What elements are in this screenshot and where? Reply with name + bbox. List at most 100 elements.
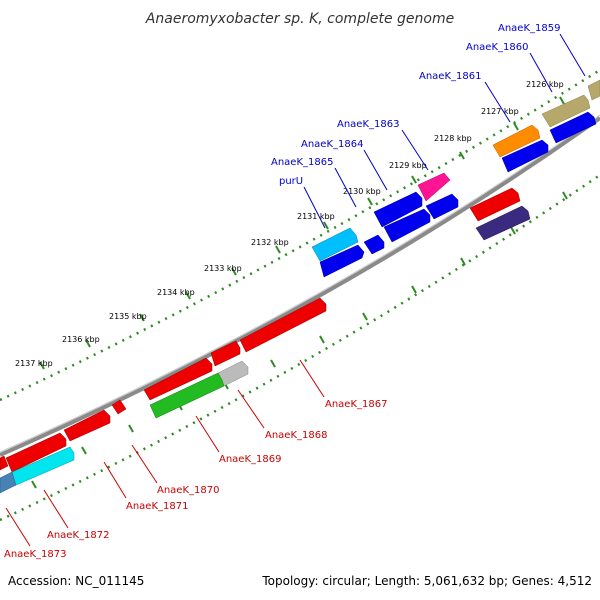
- gene-arrow-anaek-1859-b[interactable]: [587, 79, 600, 101]
- tick-mark: [319, 335, 325, 344]
- gene-arrow-anaek-1865[interactable]: [363, 234, 385, 255]
- leader-line-anaek-1865: [334, 167, 357, 208]
- reverse-genes: [0, 187, 531, 494]
- tick-mark: [459, 151, 465, 160]
- tick-label: 2137 kbp: [15, 359, 53, 368]
- gene-arrow-anaek-1867[interactable]: [239, 297, 327, 353]
- gene-arrow-purU[interactable]: [311, 227, 359, 262]
- reverse-tick-marks: [31, 191, 568, 489]
- gene-arrow-anaek-1867-b[interactable]: [210, 340, 241, 367]
- gene-label-purU[interactable]: purU: [279, 176, 303, 187]
- leader-line-anaek-1873: [5, 507, 31, 547]
- leader-line-anaek-1860: [529, 52, 553, 93]
- gene-arrow-anaek-1873-b[interactable]: [0, 471, 17, 494]
- tick-label: 2129 kbp: [389, 161, 427, 170]
- leader-lines: [5, 33, 586, 547]
- tick-mark: [562, 191, 568, 200]
- tick-label: 2130 kbp: [343, 187, 381, 196]
- gene-arrow-anaek-1863[interactable]: [417, 172, 451, 202]
- tick-mark: [31, 480, 37, 489]
- tick-mark: [362, 312, 368, 321]
- gene-arrow-anaek-1870[interactable]: [111, 399, 127, 415]
- tick-mark: [513, 122, 519, 131]
- tick-label: 2131 kbp: [297, 212, 335, 221]
- tick-mark: [231, 267, 237, 276]
- gene-arrow-anaek-1864-b[interactable]: [425, 193, 459, 220]
- tick-label: 2126 kbp: [526, 80, 564, 89]
- leader-line-anaek-1867: [299, 359, 325, 398]
- leader-line-anaek-1870: [131, 444, 158, 484]
- tick-label: 2133 kbp: [204, 264, 242, 273]
- tick-mark: [275, 245, 281, 254]
- tick-mark: [367, 197, 373, 206]
- forward-gene-labels: AnaeK_1859 AnaeK_1860 AnaeK_1861 AnaeK_1…: [271, 23, 560, 187]
- gene-arrow-anaek-1861-b[interactable]: [501, 139, 549, 173]
- gene-arrow-reverse-1[interactable]: [469, 187, 521, 222]
- tick-mark: [411, 285, 417, 294]
- tick-label: 2128 kbp: [434, 134, 472, 143]
- gene-arrow-anaek-1871[interactable]: [63, 409, 111, 442]
- tick-mark: [270, 359, 276, 368]
- tick-mark: [510, 226, 516, 235]
- tick-mark: [323, 221, 329, 230]
- tick-mark: [139, 313, 145, 322]
- gene-arrow-anaek-1860[interactable]: [549, 111, 597, 144]
- gene-label-anaek-1872[interactable]: AnaeK_1872: [47, 530, 109, 541]
- gene-label-anaek-1859[interactable]: AnaeK_1859: [498, 23, 560, 34]
- leader-line-anaek-1871: [103, 461, 127, 499]
- gene-arrow-anaek-1873[interactable]: [0, 455, 9, 471]
- topology-text: Topology: circular; Length: 5,061,632 bp…: [262, 574, 592, 588]
- gene-label-anaek-1873[interactable]: AnaeK_1873: [4, 549, 66, 560]
- gene-arrow-anaek-1872[interactable]: [5, 432, 67, 473]
- tick-label: 2136 kbp: [62, 335, 100, 344]
- leader-line-anaek-1868: [237, 389, 265, 429]
- gene-label-anaek-1869[interactable]: AnaeK_1869: [219, 454, 281, 465]
- gene-arrow-purU-b[interactable]: [319, 244, 365, 278]
- tick-mark: [39, 361, 45, 370]
- tick-mark: [411, 175, 417, 184]
- gene-label-anaek-1864[interactable]: AnaeK_1864: [301, 139, 363, 150]
- genome-backbone-highlight: [0, 114, 600, 453]
- tick-mark: [559, 96, 565, 105]
- tick-label: 2135 kbp: [109, 312, 147, 321]
- leader-line-anaek-1864: [363, 149, 388, 191]
- tick-mark: [185, 291, 191, 300]
- leader-line-anaek-1861: [484, 81, 511, 123]
- leader-line-purU: [303, 186, 326, 229]
- gene-arrow-anaek-1864[interactable]: [373, 191, 423, 228]
- gene-label-anaek-1861[interactable]: AnaeK_1861: [419, 71, 481, 82]
- map-title: Anaeromyxobacter sp. K, complete genome: [145, 11, 454, 27]
- gene-arrow-anaek-1869[interactable]: [149, 372, 225, 419]
- gene-arrow-anaek-1859[interactable]: [541, 94, 591, 128]
- forward-genes: [311, 79, 600, 278]
- leader-line-anaek-1869: [195, 415, 220, 453]
- gene-label-anaek-1865[interactable]: AnaeK_1865: [271, 157, 333, 168]
- tick-label: 2132 kbp: [251, 238, 289, 247]
- leader-line-anaek-1859: [559, 33, 586, 77]
- gene-arrow-anaek-1864-c[interactable]: [383, 208, 431, 243]
- gene-label-anaek-1863[interactable]: AnaeK_1863: [337, 119, 399, 130]
- tick-mark: [460, 257, 466, 266]
- gene-label-anaek-1860[interactable]: AnaeK_1860: [466, 42, 528, 53]
- gene-label-anaek-1871[interactable]: AnaeK_1871: [126, 501, 188, 512]
- reverse-gene-labels: AnaeK_1867 AnaeK_1868 AnaeK_1869 AnaeK_1…: [4, 399, 387, 560]
- gene-label-anaek-1868[interactable]: AnaeK_1868: [265, 430, 327, 441]
- gene-arrow-anaek-1861[interactable]: [492, 124, 541, 158]
- genome-backbone: [0, 116, 600, 457]
- tick-label: 2127 kbp: [481, 107, 519, 116]
- leader-line-anaek-1872: [43, 489, 69, 529]
- leader-line-anaek-1863: [401, 129, 429, 171]
- forward-tick-track: [0, 68, 600, 402]
- tick-label: 2134 kbp: [157, 288, 195, 297]
- tick-mark: [128, 424, 134, 433]
- tick-mark: [81, 446, 87, 455]
- tick-marks: 2126 kbp 2127 kbp 2128 kbp 2129 kbp 2130…: [15, 80, 565, 370]
- tick-mark: [85, 339, 91, 348]
- accession-text: Accession: NC_011145: [8, 574, 145, 588]
- gene-label-anaek-1867[interactable]: AnaeK_1867: [325, 399, 387, 410]
- gene-label-anaek-1870[interactable]: AnaeK_1870: [157, 485, 219, 496]
- gene-arrow-reverse-2[interactable]: [475, 205, 531, 241]
- gene-arrow-anaek-1868[interactable]: [143, 357, 213, 401]
